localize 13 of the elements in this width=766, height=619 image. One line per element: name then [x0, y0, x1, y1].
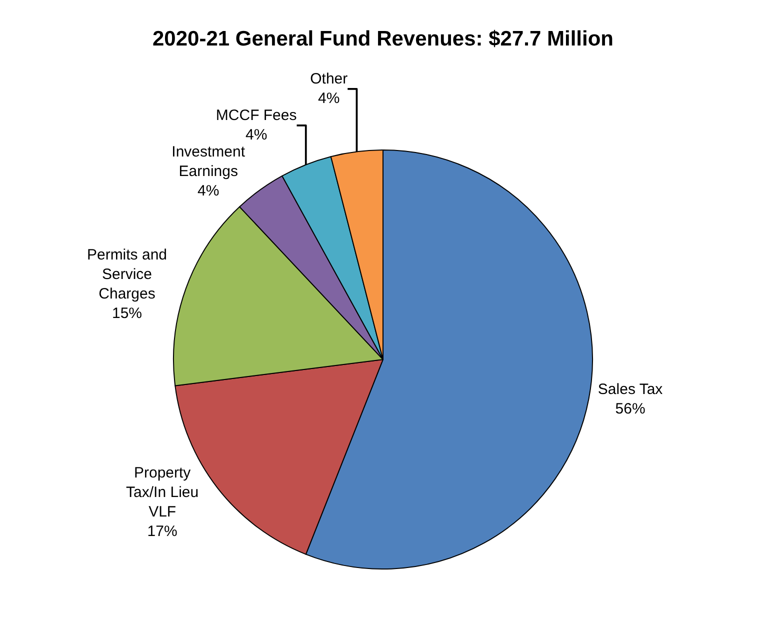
slice-label: Other: [310, 70, 348, 88]
data-label: 4%: [318, 90, 340, 108]
data-label: 4%: [198, 182, 220, 200]
slice-label: Property Tax/In Lieu VLF: [126, 464, 199, 520]
slice-label: MCCF Fees: [216, 107, 297, 124]
slice-label: Sales Tax: [598, 381, 664, 398]
data-label: 17%: [147, 522, 178, 540]
slice-label: Investment Earnings: [172, 144, 246, 180]
data-label: 4%: [245, 126, 268, 144]
data-label: 56%: [615, 400, 646, 418]
chart-title: 2020-21 General Fund Revenues: $27.7 Million: [152, 28, 614, 51]
data-label: 15%: [112, 304, 142, 322]
slice-label: Permits and Service Charges: [86, 246, 168, 302]
